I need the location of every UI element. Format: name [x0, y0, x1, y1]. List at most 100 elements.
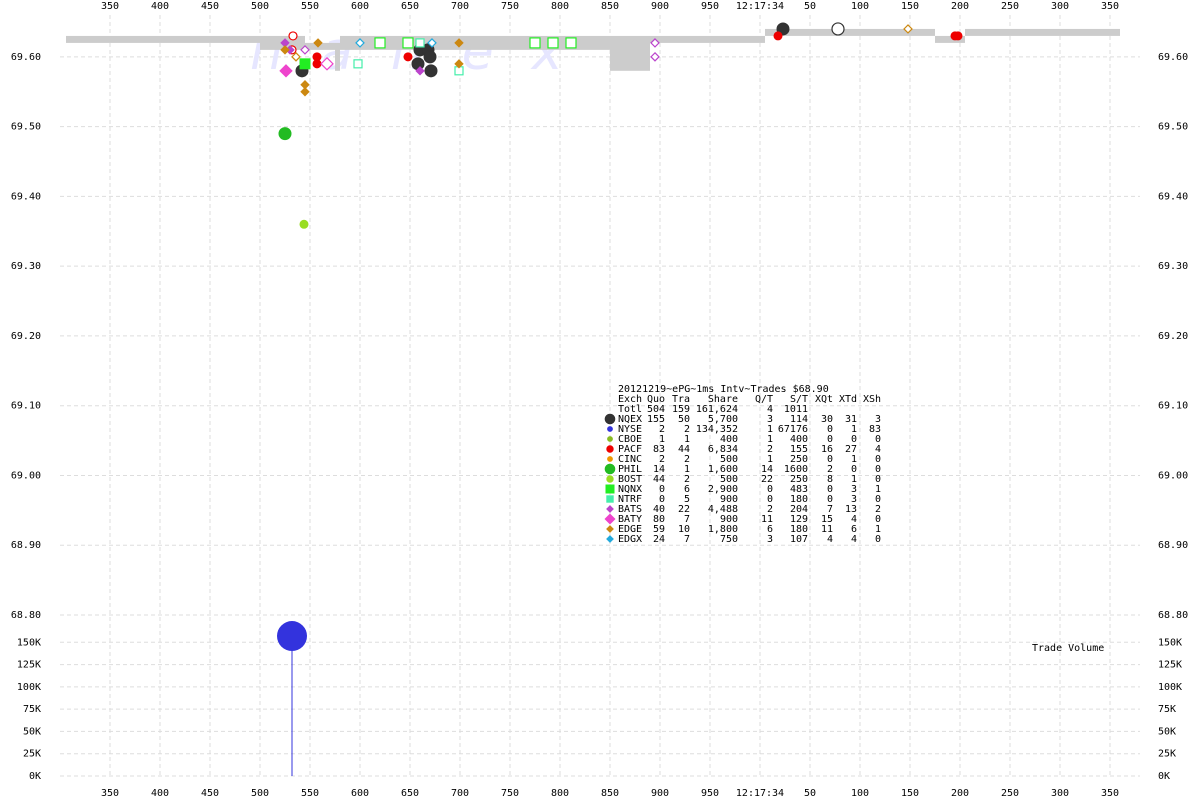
- y-tick-label: 68.90: [11, 540, 41, 551]
- legend-cell: 1600: [784, 464, 808, 475]
- legend-cell: 80: [653, 514, 665, 525]
- grid: [60, 15, 1140, 777]
- x-tick-label: 500: [251, 1, 269, 12]
- legend-name: EDGE: [618, 524, 642, 535]
- legend-cell: 83: [653, 444, 665, 455]
- x-tick-label: 750: [501, 788, 519, 799]
- legend-marker: [607, 436, 613, 442]
- trade-point: [279, 64, 293, 78]
- legend-cell: 11: [821, 524, 833, 535]
- legend-cell: 4,488: [708, 504, 738, 515]
- y-tick-label: 0K: [1158, 771, 1170, 782]
- legend-cell: 1: [767, 454, 773, 465]
- legend-header: XQt: [815, 394, 833, 405]
- y-tick-label: 75K: [23, 704, 41, 715]
- legend-cell: 0: [875, 464, 881, 475]
- x-tick-label: 400: [151, 788, 169, 799]
- x-tick-label: 850: [601, 788, 619, 799]
- nbbo-step: [935, 35, 965, 43]
- legend-cell: 1: [851, 454, 857, 465]
- y-tick-label: 69.40: [11, 191, 41, 202]
- quote-point: [650, 38, 660, 48]
- quote-point: [547, 37, 559, 49]
- y-tick-label: 25K: [1158, 749, 1176, 760]
- x-tick-label: 450: [201, 1, 219, 12]
- x-tick-label: 700: [451, 788, 469, 799]
- legend-name: BATY: [618, 514, 642, 525]
- y-tick-label: 69.30: [1158, 261, 1188, 272]
- x-tick-label: 600: [351, 788, 369, 799]
- quote-point: [565, 37, 577, 49]
- legend-marker: [604, 463, 616, 475]
- legend-cell: 2: [684, 454, 690, 465]
- legend-cell: 504: [647, 404, 665, 415]
- y-tick-label: 69.10: [11, 401, 41, 412]
- x-tick-label: 12:17:34: [736, 1, 784, 12]
- legend-cell: 50: [678, 414, 690, 425]
- quote-point: [831, 22, 845, 36]
- legend-cell: 1: [684, 464, 690, 475]
- legend-name: PHIL: [618, 464, 642, 475]
- x-tick-label: 950: [701, 1, 719, 12]
- legend-marker: [606, 495, 614, 503]
- legend-cell: 1: [767, 424, 773, 435]
- trade-point: [423, 50, 437, 64]
- nbbo-step: [610, 35, 650, 71]
- legend-name: CBOE: [618, 434, 642, 445]
- y-tick-label: 100K: [17, 682, 41, 693]
- legend-header: Share: [708, 394, 738, 405]
- legend-cell: 4: [875, 444, 881, 455]
- legend-cell: 250: [790, 454, 808, 465]
- legend-cell: 3: [767, 534, 773, 545]
- x-tick-label: 950: [701, 788, 719, 799]
- legend-cell: 1,800: [708, 524, 738, 535]
- y-tick-label: 150K: [1158, 637, 1182, 648]
- legend-name: NTRF: [618, 494, 642, 505]
- trade-point: [415, 66, 425, 76]
- legend-cell: 40: [653, 504, 665, 515]
- legend-cell: 107: [790, 534, 808, 545]
- legend-cell: 1: [875, 524, 881, 535]
- x-tick-label: 12:17:34: [736, 788, 784, 799]
- y-tick-label: 100K: [1158, 682, 1182, 693]
- y-tick-label: 69.40: [1158, 191, 1188, 202]
- x-tick-label: 300: [1051, 788, 1069, 799]
- legend-cell: 180: [790, 524, 808, 535]
- quote-point: [300, 45, 310, 55]
- legend-cell: 0: [827, 424, 833, 435]
- legend-name: NYSE: [618, 424, 642, 435]
- legend-cell: 900: [720, 494, 738, 505]
- trade-point: [313, 38, 323, 48]
- trade-point: [953, 31, 963, 41]
- legend-cell: 500: [720, 454, 738, 465]
- x-tick-label: 50: [804, 788, 816, 799]
- legend-header: XSh: [863, 394, 881, 405]
- legend-cell: 83: [869, 424, 881, 435]
- legend-cell: 1: [767, 434, 773, 445]
- legend-cell: 44: [678, 444, 690, 455]
- legend-cell: 0: [827, 484, 833, 495]
- legend-cell: 483: [790, 484, 808, 495]
- legend-cell: 2: [827, 464, 833, 475]
- x-tick-label: 550: [301, 788, 319, 799]
- nbbo-step: [650, 35, 765, 43]
- legend-name: BOST: [618, 474, 642, 485]
- legend-title: 20121219~ePG~1ms Intv~Trades $68.90: [618, 384, 829, 395]
- trade-point: [454, 59, 464, 69]
- quote-point: [903, 24, 913, 34]
- nbbo-step: [335, 42, 340, 71]
- legend-cell: 2: [684, 474, 690, 485]
- legend-cell: 1,600: [708, 464, 738, 475]
- x-tick-label: 600: [351, 1, 369, 12]
- legend-cell: 500: [720, 474, 738, 485]
- legend-marker: [607, 456, 613, 462]
- legend-header: Tra: [672, 394, 690, 405]
- x-tick-label: 200: [951, 788, 969, 799]
- legend-name: NQEX: [618, 414, 642, 425]
- y-tick-label: 68.90: [1158, 540, 1188, 551]
- legend-cell: 180: [790, 494, 808, 505]
- legend-cell: 5,700: [708, 414, 738, 425]
- legend-cell: 7: [684, 534, 690, 545]
- y-tick-label: 75K: [1158, 704, 1176, 715]
- x-tick-label: 900: [651, 788, 669, 799]
